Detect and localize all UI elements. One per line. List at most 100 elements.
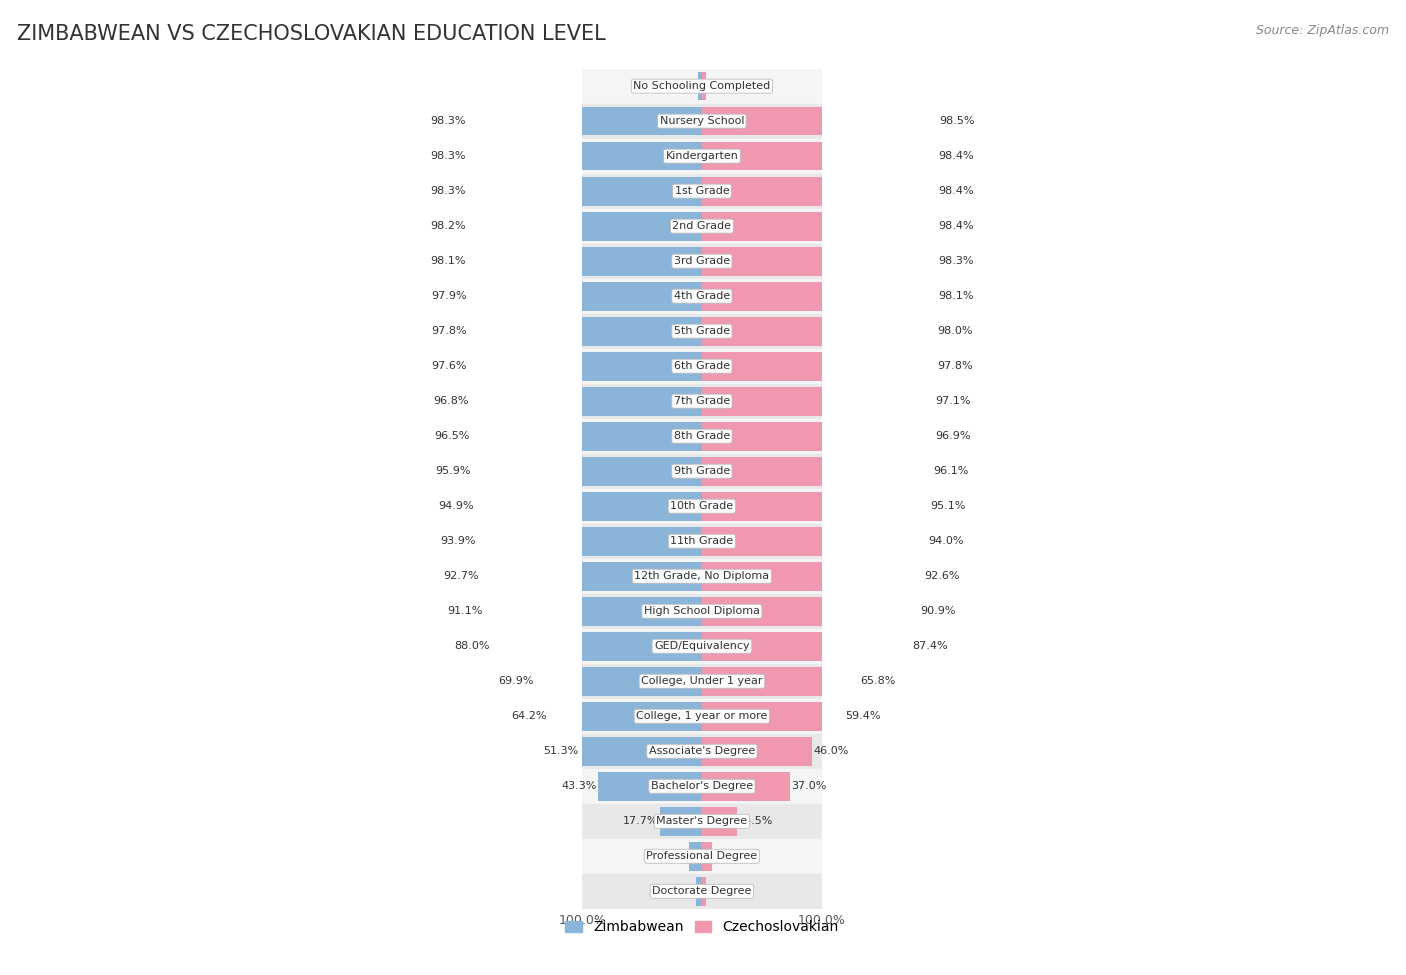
Text: 51.3%: 51.3%	[543, 746, 578, 757]
Text: ZIMBABWEAN VS CZECHOSLOVAKIAN EDUCATION LEVEL: ZIMBABWEAN VS CZECHOSLOVAKIAN EDUCATION …	[17, 24, 606, 45]
Text: 2.3%: 2.3%	[666, 886, 695, 896]
Bar	[579, 737, 702, 765]
Bar	[467, 107, 702, 136]
Bar	[467, 141, 702, 171]
Bar	[467, 247, 702, 276]
Text: 5.2%: 5.2%	[659, 851, 689, 861]
Text: 10th Grade: 10th Grade	[671, 501, 734, 511]
Bar	[582, 874, 821, 909]
Text: Professional Degree: Professional Degree	[647, 851, 758, 861]
Bar	[702, 387, 935, 415]
Bar	[582, 768, 821, 803]
Bar	[582, 524, 821, 559]
Bar	[702, 877, 706, 906]
Text: 96.8%: 96.8%	[433, 396, 470, 407]
Bar	[702, 491, 929, 521]
Bar	[468, 282, 702, 310]
Text: 98.5%: 98.5%	[939, 116, 974, 126]
Text: 65.8%: 65.8%	[860, 677, 896, 686]
Text: 12th Grade, No Diploma: 12th Grade, No Diploma	[634, 571, 769, 581]
Text: 43.3%: 43.3%	[562, 781, 598, 792]
Text: 4th Grade: 4th Grade	[673, 292, 730, 301]
Bar	[484, 597, 702, 626]
Bar	[697, 72, 702, 100]
Bar	[702, 352, 936, 380]
Bar	[582, 174, 821, 209]
Text: Kindergarten: Kindergarten	[665, 151, 738, 161]
Text: 14.5%: 14.5%	[738, 816, 773, 826]
Text: 98.3%: 98.3%	[938, 256, 974, 266]
Text: 6th Grade: 6th Grade	[673, 361, 730, 371]
Text: 95.9%: 95.9%	[436, 466, 471, 476]
Bar	[582, 838, 821, 874]
Text: 97.9%: 97.9%	[430, 292, 467, 301]
Bar	[659, 807, 702, 836]
Bar	[702, 702, 844, 730]
Bar	[475, 491, 702, 521]
Text: 98.4%: 98.4%	[939, 151, 974, 161]
Text: 3rd Grade: 3rd Grade	[673, 256, 730, 266]
Text: 98.2%: 98.2%	[430, 221, 465, 231]
Bar	[582, 349, 821, 384]
Bar	[582, 279, 821, 314]
Text: 8th Grade: 8th Grade	[673, 431, 730, 442]
Bar	[582, 734, 821, 768]
Bar	[702, 597, 920, 626]
Text: 98.3%: 98.3%	[430, 116, 465, 126]
Bar	[702, 737, 813, 765]
Text: 1.6%: 1.6%	[707, 81, 735, 91]
Text: 11th Grade: 11th Grade	[671, 536, 734, 546]
Bar	[702, 317, 936, 345]
Bar	[479, 562, 702, 591]
Bar	[702, 842, 711, 871]
Text: 59.4%: 59.4%	[845, 711, 880, 722]
Bar	[702, 457, 932, 486]
Text: 17.7%: 17.7%	[623, 816, 658, 826]
Text: Bachelor's Degree: Bachelor's Degree	[651, 781, 754, 792]
Text: 92.6%: 92.6%	[925, 571, 960, 581]
Text: 1.8%: 1.8%	[707, 886, 735, 896]
Text: 95.1%: 95.1%	[931, 501, 966, 511]
Bar	[582, 664, 821, 699]
Text: 90.9%: 90.9%	[921, 606, 956, 616]
Bar	[582, 209, 821, 244]
Bar	[702, 667, 859, 695]
Text: 46.0%: 46.0%	[813, 746, 849, 757]
Text: 98.3%: 98.3%	[430, 186, 465, 196]
Bar	[582, 384, 821, 418]
Text: Doctorate Degree: Doctorate Degree	[652, 886, 752, 896]
Bar	[582, 803, 821, 838]
Bar	[582, 314, 821, 349]
Bar	[696, 877, 702, 906]
Legend: Zimbabwean, Czechoslovakian: Zimbabwean, Czechoslovakian	[560, 915, 844, 940]
Bar	[702, 141, 938, 171]
Bar	[491, 632, 702, 661]
Text: 69.9%: 69.9%	[498, 677, 533, 686]
Bar	[582, 488, 821, 524]
Bar	[702, 807, 737, 836]
Text: 97.8%: 97.8%	[432, 327, 467, 336]
Bar	[702, 422, 934, 450]
Bar	[702, 282, 936, 310]
Bar	[702, 526, 927, 556]
Text: 94.9%: 94.9%	[439, 501, 474, 511]
Text: No Schooling Completed: No Schooling Completed	[633, 81, 770, 91]
Text: 1.7%: 1.7%	[668, 81, 696, 91]
Bar	[702, 562, 924, 591]
Bar	[582, 629, 821, 664]
Text: Nursery School: Nursery School	[659, 116, 744, 126]
Bar	[582, 418, 821, 453]
Text: 93.9%: 93.9%	[440, 536, 477, 546]
Bar	[582, 594, 821, 629]
Bar	[599, 772, 702, 800]
Text: 4.2%: 4.2%	[713, 851, 741, 861]
Bar	[702, 176, 938, 206]
Bar	[468, 352, 702, 380]
Text: Associate's Degree: Associate's Degree	[648, 746, 755, 757]
Text: College, 1 year or more: College, 1 year or more	[637, 711, 768, 722]
Bar	[471, 422, 702, 450]
Bar	[582, 68, 821, 103]
Bar	[582, 103, 821, 138]
Bar	[472, 457, 702, 486]
Text: 97.1%: 97.1%	[935, 396, 972, 407]
